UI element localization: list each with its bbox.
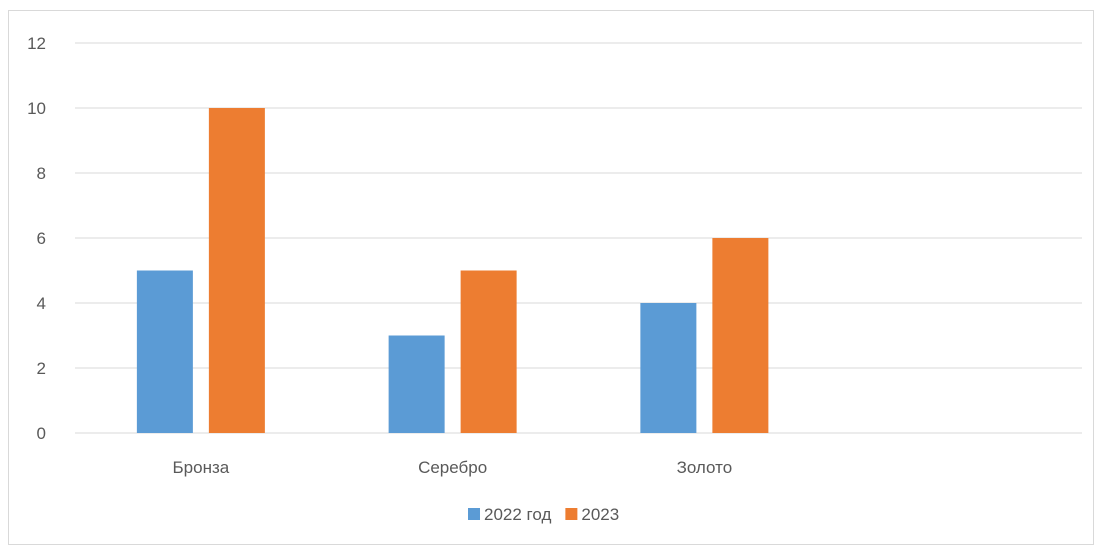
bar-series2 <box>460 270 517 433</box>
y-tick-label: 8 <box>37 164 46 183</box>
y-tick-label: 4 <box>37 294 46 313</box>
y-tick-label: 2 <box>37 359 46 378</box>
y-tick-label: 0 <box>37 424 46 443</box>
axes: 0 2 4 6 8 10 12 Бронза Серебро Золото <box>27 34 732 477</box>
legend-label: 2022 год <box>484 505 551 524</box>
x-category-label: Золото <box>677 458 733 477</box>
y-tick-label: 10 <box>27 99 46 118</box>
y-tick-label: 12 <box>27 34 46 53</box>
legend-swatch <box>565 508 578 520</box>
x-category-label: Бронза <box>173 458 230 477</box>
y-tick-label: 6 <box>37 229 46 248</box>
bar-series1 <box>388 335 445 433</box>
legend-swatch <box>468 508 480 520</box>
bar-series1 <box>136 270 193 433</box>
legend: 2022 год 2023 <box>468 505 619 524</box>
legend-items: 2022 год 2023 <box>468 505 619 524</box>
x-category-label: Серебро <box>418 458 487 477</box>
bars <box>136 108 769 433</box>
bar-series2 <box>208 108 265 433</box>
bar-series2 <box>712 238 769 433</box>
legend-label: 2023 <box>581 505 619 524</box>
bar-series1 <box>640 303 697 433</box>
